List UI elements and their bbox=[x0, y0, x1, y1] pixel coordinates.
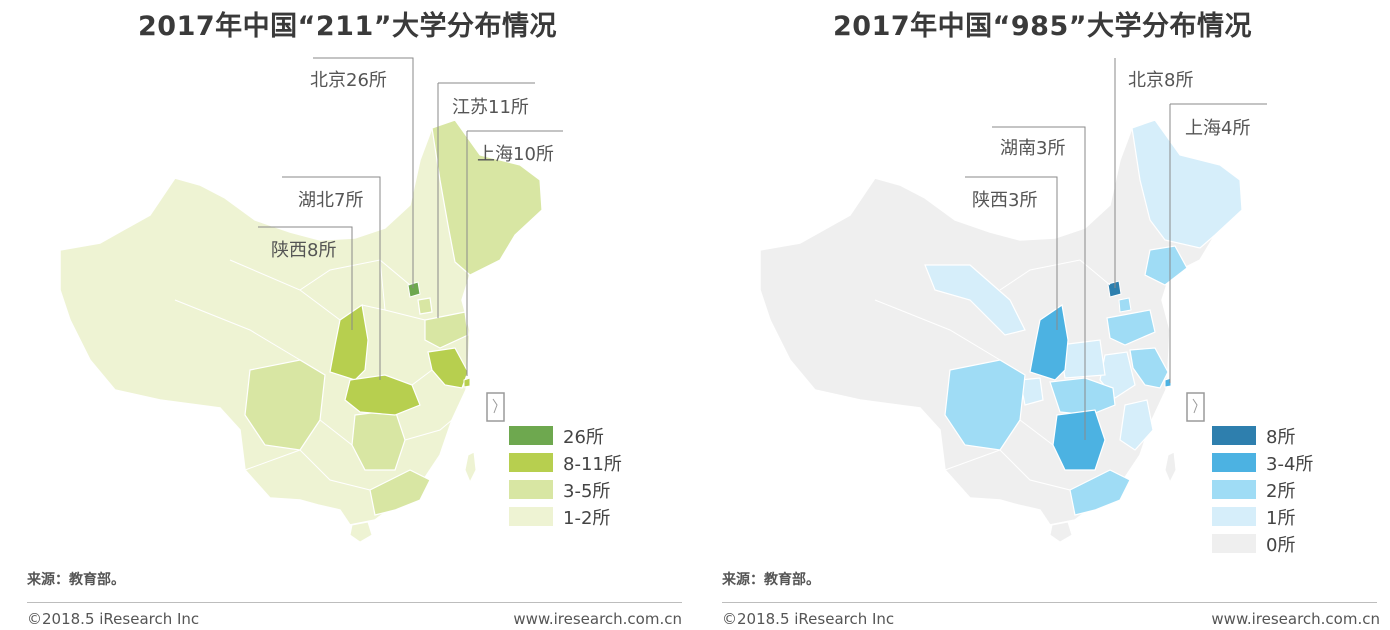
region-guangdong bbox=[369, 469, 431, 516]
taiwan-region bbox=[464, 451, 477, 484]
region-guangdong bbox=[1069, 469, 1131, 516]
region-hubei bbox=[344, 374, 421, 416]
map-panel-985: 2017年中国“985”大学分布情况 bbox=[695, 0, 1390, 630]
legend-swatch bbox=[509, 480, 553, 499]
region-jiangsu bbox=[1129, 347, 1169, 389]
taiwan-region bbox=[1164, 451, 1177, 484]
callout-leaders-211 bbox=[258, 57, 563, 380]
legend-label: 1所 bbox=[1266, 508, 1296, 529]
region-shandong bbox=[424, 311, 469, 349]
legend-swatch bbox=[1212, 426, 1256, 445]
region-shandong bbox=[1106, 309, 1156, 346]
callout-beijing: 北京8所 bbox=[1128, 70, 1194, 91]
map-title-985: 2017年中国“985”大学分布情况 bbox=[833, 11, 1252, 42]
legend-label: 3-5所 bbox=[563, 481, 611, 502]
region-northeast bbox=[431, 119, 543, 276]
legend-label: 26所 bbox=[563, 427, 604, 448]
callout-jiangsu: 江苏11所 bbox=[452, 97, 529, 118]
legend-swatch bbox=[1212, 507, 1256, 526]
map-panel-211: 2017年中国“211”大学分布情况 bbox=[27, 11, 682, 628]
province-borders bbox=[874, 259, 1111, 491]
legend-swatch bbox=[1212, 480, 1256, 499]
callout-hunan: 湖南3所 bbox=[1000, 138, 1066, 159]
south-sea-inset bbox=[486, 392, 505, 422]
legend-label: 0所 bbox=[1266, 535, 1296, 556]
legend-swatch bbox=[509, 507, 553, 526]
legend-label: 1-2所 bbox=[563, 508, 611, 529]
china-map-211 bbox=[59, 57, 563, 543]
region-hunan bbox=[1052, 409, 1106, 471]
legend-swatch bbox=[1212, 453, 1256, 472]
legend-label: 3-4所 bbox=[1266, 454, 1314, 475]
region-tianjin bbox=[1118, 297, 1132, 313]
callout-leaders-985 bbox=[965, 58, 1267, 440]
footer-divider bbox=[722, 602, 1377, 603]
china-outline bbox=[59, 119, 543, 526]
china-map-985 bbox=[759, 58, 1267, 543]
region-sichuan bbox=[944, 359, 1026, 451]
footer-website[interactable]: www.iresearch.com.cn bbox=[1211, 610, 1380, 628]
legend-swatch bbox=[509, 426, 553, 445]
footer-copyright: ©2018.5 iResearch Inc bbox=[722, 610, 895, 628]
region-shaanxi bbox=[1029, 303, 1069, 381]
region-chongqing bbox=[1019, 377, 1044, 406]
province-borders bbox=[174, 259, 453, 491]
region-northeast bbox=[1131, 119, 1243, 249]
hainan-region bbox=[349, 521, 373, 543]
region-sichuan bbox=[244, 359, 326, 451]
callout-beijing: 北京26所 bbox=[310, 70, 387, 91]
legend-label: 8-11所 bbox=[563, 454, 622, 475]
region-liaoning bbox=[1144, 245, 1188, 286]
footer-website[interactable]: www.iresearch.com.cn bbox=[513, 610, 682, 628]
legend-swatch bbox=[509, 453, 553, 472]
legend-label: 8所 bbox=[1266, 427, 1296, 448]
region-shaanxi bbox=[329, 303, 369, 381]
callout-hubei: 湖北7所 bbox=[298, 190, 364, 211]
region-shanghai bbox=[463, 377, 471, 388]
region-hunan bbox=[351, 409, 406, 471]
legend-swatch bbox=[1212, 534, 1256, 553]
hainan-region bbox=[1049, 521, 1073, 543]
footer-divider bbox=[27, 602, 682, 603]
map-title-211: 2017年中国“211”大学分布情况 bbox=[138, 11, 557, 42]
callout-shanghai: 上海10所 bbox=[477, 144, 554, 165]
region-tianjin bbox=[417, 297, 433, 315]
source-note: 来源：教育部。 bbox=[722, 572, 820, 588]
region-fujian bbox=[1119, 399, 1154, 451]
legend-label: 2所 bbox=[1266, 481, 1296, 502]
callout-shaanxi: 陕西8所 bbox=[271, 240, 337, 261]
source-note: 来源：教育部。 bbox=[27, 572, 125, 588]
south-sea-inset bbox=[1186, 392, 1205, 422]
footer-copyright: ©2018.5 iResearch Inc bbox=[27, 610, 200, 628]
callout-shaanxi: 陕西3所 bbox=[972, 190, 1038, 211]
callout-shanghai: 上海4所 bbox=[1185, 118, 1251, 139]
region-beijing bbox=[407, 281, 421, 298]
region-gansu bbox=[924, 264, 1026, 336]
